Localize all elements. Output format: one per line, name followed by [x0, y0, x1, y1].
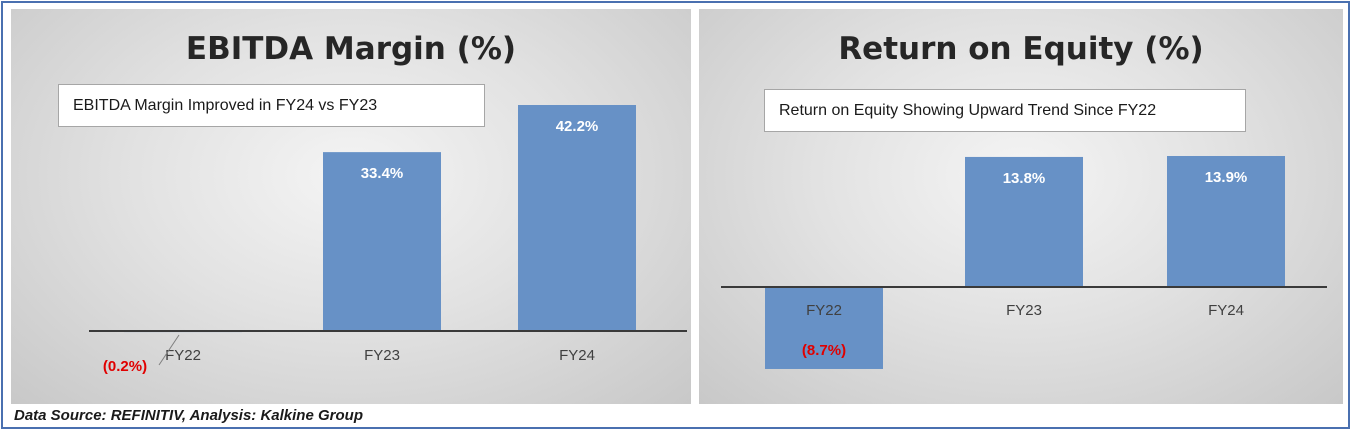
roe-tick-label-fy23: FY23 [1006, 302, 1042, 319]
ebitda-bar-fy23 [323, 152, 441, 331]
roe-tick-label-fy22: FY22 [806, 302, 842, 319]
roe-bar-fy24 [1167, 156, 1285, 287]
ebitda-data-label-fy23: 33.4% [361, 165, 404, 182]
ebitda-data-label-fy24: 42.2% [556, 118, 599, 135]
roe-chart-plot: FY22 (8.7%) FY23 13.8% FY24 13.9% [721, 156, 1327, 369]
roe-data-label-fy22: (8.7%) [802, 342, 846, 359]
ebitda-annotation-box: EBITDA Margin Improved in FY24 vs FY23 [58, 84, 485, 127]
ebitda-chart-title: EBITDA Margin (%) [185, 31, 517, 67]
ebitda-margin-panel: EBITDA Margin (%) FY22 (0.2%) FY23 33.4% FY2… [11, 9, 691, 404]
ebitda-tick-label-fy23: FY23 [364, 347, 400, 364]
ebitda-tick-label-fy22: FY22 [165, 347, 201, 364]
ebitda-tick-label-fy24: FY24 [559, 347, 595, 364]
roe-tick-label-fy24: FY24 [1208, 302, 1244, 319]
roe-annotation-text: Return on Equity Showing Upward Trend Si… [779, 101, 1157, 119]
ebitda-chart-plot: FY22 (0.2%) FY23 33.4% FY24 42.2% [89, 105, 687, 375]
roe-chart-title: Return on Equity (%) [838, 31, 1204, 67]
roe-bar-fy23 [965, 156, 1083, 287]
roe-data-label-fy24: 13.9% [1205, 169, 1248, 186]
roe-annotation-box: Return on Equity Showing Upward Trend Si… [764, 89, 1246, 132]
ebitda-label-leader-line [158, 334, 180, 366]
ebitda-annotation-text: EBITDA Margin Improved in FY24 vs FY23 [73, 96, 378, 114]
roe-bar-fy22 [765, 287, 883, 369]
ebitda-data-label-fy22: (0.2%) [103, 358, 147, 375]
roe-panel: Return on Equity (%) FY22 (8.7%) FY23 13.8%… [699, 9, 1343, 404]
roe-data-label-fy23: 13.8% [1003, 170, 1046, 187]
ebitda-bar-fy24 [518, 105, 636, 331]
data-source-footer: Data Source: REFINITIV, Analysis: Kalkin… [14, 407, 363, 424]
